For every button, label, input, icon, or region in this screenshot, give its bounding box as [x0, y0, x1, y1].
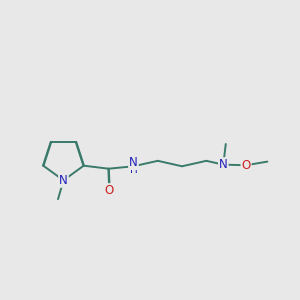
Text: N: N: [219, 158, 228, 171]
Text: H: H: [130, 165, 137, 175]
Text: N: N: [129, 156, 138, 169]
Text: O: O: [242, 159, 251, 172]
Text: O: O: [105, 184, 114, 197]
Text: N: N: [59, 174, 68, 187]
